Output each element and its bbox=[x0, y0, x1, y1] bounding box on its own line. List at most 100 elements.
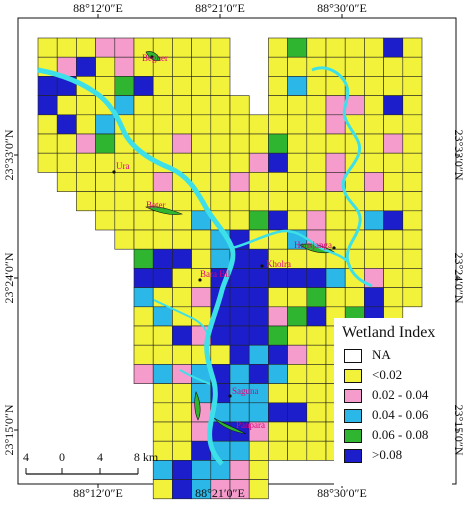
grid-cell bbox=[133, 344, 154, 365]
grid-cell bbox=[287, 325, 308, 346]
grid-cell bbox=[152, 95, 173, 116]
grid-cell bbox=[248, 210, 269, 231]
grid-cell bbox=[364, 76, 384, 96]
grid-cell bbox=[402, 133, 423, 154]
grid-cell bbox=[210, 76, 231, 96]
grid-cell bbox=[383, 229, 404, 250]
grid-cell bbox=[133, 306, 154, 327]
grid-cell bbox=[402, 152, 423, 173]
grid-cell bbox=[76, 172, 96, 192]
grid-cell bbox=[325, 210, 346, 231]
grid-cell bbox=[268, 287, 288, 308]
grid-cell bbox=[133, 325, 154, 346]
grid-cell bbox=[364, 287, 384, 308]
grid-cell bbox=[114, 56, 135, 77]
grid-cell bbox=[344, 287, 365, 308]
legend-label-0-06-0-08: 0.06 - 0.08 bbox=[372, 427, 429, 442]
coord-top-1: 88°12′0″E bbox=[73, 1, 123, 15]
grid-cell bbox=[229, 191, 250, 212]
grid-cell bbox=[229, 95, 250, 116]
grid-cell bbox=[76, 114, 96, 135]
grid-cell bbox=[37, 76, 58, 96]
grid-cell bbox=[248, 287, 269, 308]
grid-cell bbox=[114, 76, 135, 96]
grid-cell bbox=[287, 383, 308, 404]
grid-cell bbox=[287, 268, 308, 288]
grid-cell bbox=[172, 383, 192, 404]
legend-label-gt-0-08: >0.08 bbox=[372, 447, 403, 462]
grid-cell bbox=[95, 172, 116, 192]
river-channel-1 bbox=[231, 229, 349, 263]
grid-cells bbox=[37, 37, 423, 500]
grid-cell bbox=[383, 152, 404, 173]
label-beter: Beter bbox=[146, 200, 166, 210]
grid-cell bbox=[229, 440, 250, 461]
grid-cell bbox=[306, 383, 327, 404]
grid-cell bbox=[37, 152, 58, 173]
grid-cell bbox=[210, 172, 231, 192]
label-panpara: Panpara bbox=[236, 420, 265, 430]
coord-top-2: 88°21′0″E bbox=[195, 1, 245, 15]
grid-cell bbox=[402, 95, 423, 116]
grid-cell bbox=[172, 229, 192, 250]
marker-saguna bbox=[228, 394, 232, 398]
grid-cell bbox=[229, 287, 250, 308]
legend-swatch-0-04-0-06 bbox=[344, 409, 362, 423]
grid-cell bbox=[402, 268, 423, 288]
legend-label-na: NA bbox=[372, 347, 391, 362]
grid-cell bbox=[229, 344, 250, 365]
legend-title: Wetland Index bbox=[342, 324, 436, 341]
grid-cell bbox=[191, 383, 212, 404]
grid-cell bbox=[172, 191, 192, 212]
grid-cell bbox=[152, 133, 173, 154]
grid-cell bbox=[172, 344, 192, 365]
grid-cell bbox=[287, 56, 308, 77]
grid-cell bbox=[210, 95, 231, 116]
scale-label-4: 8 km bbox=[133, 450, 159, 464]
grid-cell bbox=[229, 133, 250, 154]
grid-cell bbox=[229, 268, 250, 288]
grid-cell bbox=[191, 440, 212, 461]
grid-cell bbox=[56, 37, 77, 58]
grid-cell bbox=[248, 325, 269, 346]
grid-cell bbox=[287, 402, 308, 423]
grid-cell bbox=[114, 229, 135, 250]
grid-cell bbox=[268, 172, 288, 192]
grid-cell bbox=[210, 152, 231, 173]
grid-cell bbox=[364, 152, 384, 173]
grid-cell bbox=[152, 76, 173, 96]
grid-cell bbox=[229, 172, 250, 192]
coord-bottom-3: 88°30′0″E bbox=[317, 486, 367, 500]
grid-cell bbox=[210, 56, 231, 77]
grid-cell bbox=[37, 95, 58, 116]
grid-cell bbox=[172, 325, 192, 346]
grid-cell bbox=[152, 364, 173, 384]
grid-cell bbox=[114, 172, 135, 192]
grid-cell bbox=[172, 248, 192, 269]
grid-cell bbox=[210, 114, 231, 135]
grid-cell bbox=[268, 306, 288, 327]
grid-cell bbox=[383, 56, 404, 77]
grid-cell bbox=[268, 268, 288, 288]
wetland-polygons bbox=[145, 51, 335, 435]
grid-cell bbox=[172, 479, 192, 500]
grid-cell bbox=[114, 95, 135, 116]
grid-cell bbox=[114, 210, 135, 231]
grid-cell bbox=[306, 133, 327, 154]
grid-cell bbox=[268, 421, 288, 442]
grid-cell bbox=[248, 172, 269, 192]
grid-cell bbox=[172, 76, 192, 96]
river-channel-2 bbox=[153, 299, 209, 337]
grid-cell bbox=[344, 37, 365, 58]
grid-cell bbox=[287, 95, 308, 116]
grid-cell bbox=[172, 287, 192, 308]
grid-cell bbox=[287, 344, 308, 365]
grid-cell bbox=[191, 460, 212, 480]
grid-cell bbox=[191, 114, 212, 135]
legend-label-lt-0-02: <0.02 bbox=[372, 367, 403, 382]
grid-cell bbox=[229, 325, 250, 346]
grid-cell bbox=[152, 383, 173, 404]
grid-cell bbox=[287, 306, 308, 327]
scale-label-3: 4 bbox=[97, 450, 103, 464]
grid-cell bbox=[95, 191, 116, 212]
